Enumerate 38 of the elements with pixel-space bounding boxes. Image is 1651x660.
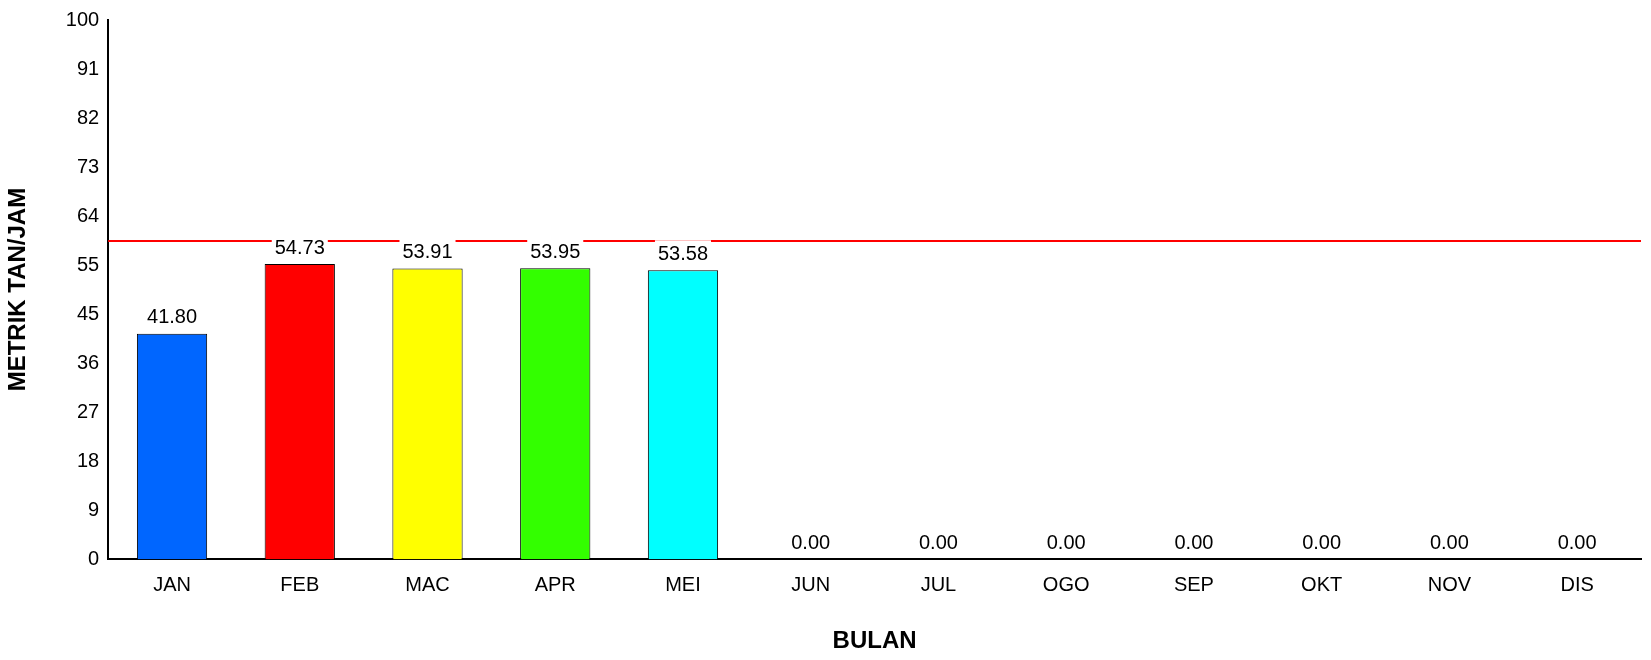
y-tick-label: 55 [76,252,100,275]
y-axis-title: METRIK TAN/JAM [3,187,31,392]
x-tick-label: SEP [1173,572,1214,595]
x-tick-label: APR [534,572,576,595]
y-tick-label: 45 [76,301,100,324]
data-label: 53.91 [402,240,453,263]
data-label: 53.95 [530,239,581,262]
data-label: 41.80 [147,305,198,328]
y-tick-label: 36 [76,350,100,373]
x-tick-label: NOV [1427,572,1472,595]
y-tick-label: 91 [76,56,100,79]
y-tick-label: 64 [76,203,100,226]
data-label: 0.00 [918,530,958,553]
y-tick-label: 100 [65,7,100,30]
x-tick-label: FEB [280,572,320,595]
x-axis-title: BULAN [832,626,917,654]
data-label: 0.00 [1557,530,1597,553]
data-label: 54.73 [274,235,325,258]
x-tick-label: JUL [920,572,957,595]
x-tick-label: DIS [1560,572,1594,595]
data-label: 0.00 [1046,530,1086,553]
data-label: 53.58 [657,241,709,264]
data-label: 0.00 [1429,530,1469,553]
x-tick-label: JUN [791,572,831,595]
x-tick-label: OKT [1301,572,1343,595]
y-tick-label: 18 [76,448,100,471]
x-tick-label: JAN [153,572,191,595]
y-tick-label: 9 [88,497,100,520]
y-tick-label: 0 [88,546,100,569]
data-label: 0.00 [1302,530,1342,553]
x-tick-label: MEI [665,572,701,595]
y-tick-label: 27 [76,399,100,422]
data-label: 0.00 [791,530,831,553]
x-tick-label: OGO [1042,572,1090,595]
x-tick-label: MAC [405,572,450,595]
y-tick-label: 82 [76,105,100,128]
data-label: 0.00 [1174,530,1214,553]
y-tick-label: 73 [76,154,100,177]
